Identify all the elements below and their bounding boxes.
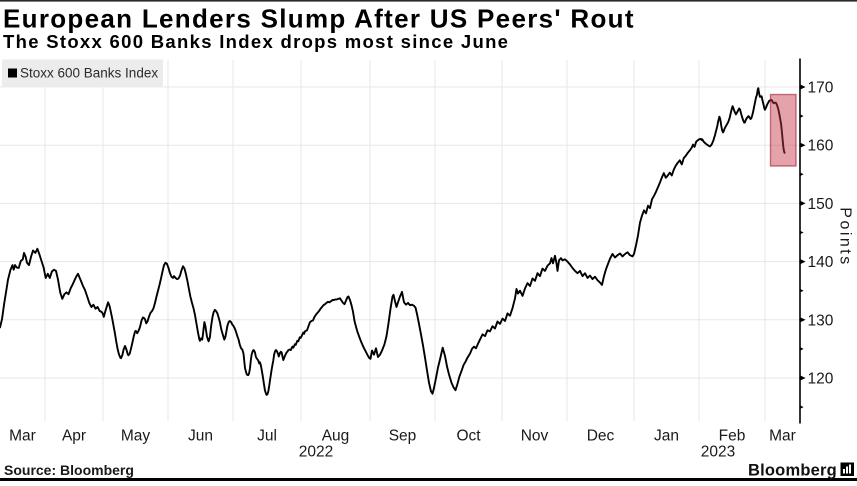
svg-text:Sep: Sep (389, 428, 417, 445)
svg-text:2022: 2022 (299, 444, 333, 461)
svg-text:140: 140 (808, 254, 834, 271)
svg-text:150: 150 (808, 196, 834, 213)
svg-text:Bloomberg: Bloomberg (748, 462, 837, 480)
svg-text:Feb: Feb (719, 428, 746, 445)
svg-text:Jan: Jan (654, 428, 679, 445)
svg-text:170: 170 (808, 80, 834, 97)
svg-text:160: 160 (808, 138, 834, 155)
svg-text:Stoxx 600 Banks Index: Stoxx 600 Banks Index (20, 66, 158, 81)
svg-text:Dec: Dec (587, 428, 615, 445)
svg-text:Jun: Jun (188, 428, 213, 445)
svg-text:European Lenders Slump After U: European Lenders Slump After US Peers' R… (3, 4, 635, 34)
svg-text:May: May (121, 428, 151, 445)
svg-text:Apr: Apr (62, 428, 86, 445)
svg-text:Jul: Jul (257, 428, 277, 445)
svg-text:Mar: Mar (9, 428, 36, 445)
svg-text:The Stoxx 600 Banks Index drop: The Stoxx 600 Banks Index drops most sin… (3, 31, 509, 52)
svg-text:Aug: Aug (322, 428, 350, 445)
svg-text:120: 120 (808, 371, 834, 388)
svg-text:Source: Bloomberg: Source: Bloomberg (4, 462, 134, 478)
svg-text:Points: Points (837, 207, 854, 266)
svg-text:2023: 2023 (701, 444, 735, 461)
svg-text:Mar: Mar (769, 428, 796, 445)
svg-text:130: 130 (808, 312, 834, 329)
svg-text:Nov: Nov (521, 428, 549, 445)
svg-text:Oct: Oct (456, 428, 481, 445)
